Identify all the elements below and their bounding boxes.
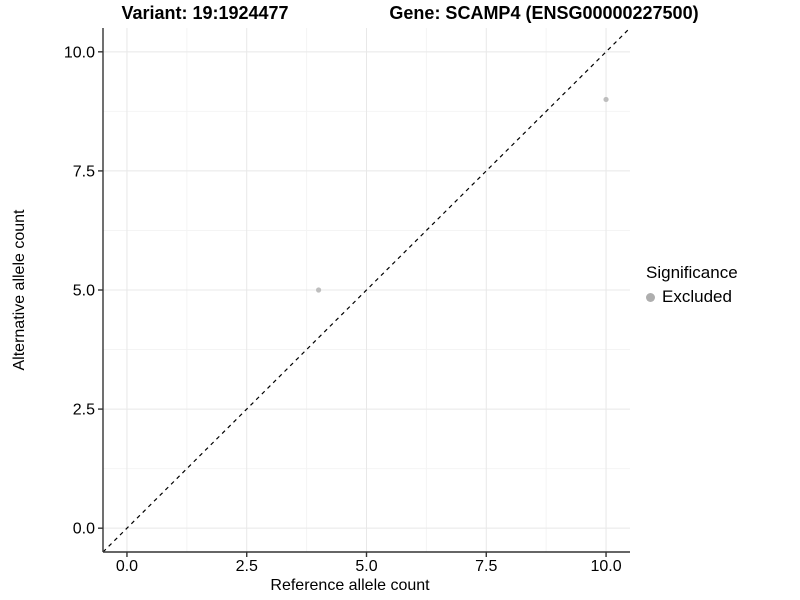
- y-tick-label: 5.0: [73, 283, 95, 300]
- x-axis-title: Reference allele count: [270, 577, 430, 594]
- x-tick-label: 10.0: [590, 558, 621, 575]
- y-tick-label: 2.5: [73, 402, 95, 419]
- legend-item-excluded: Excluded: [646, 287, 738, 307]
- data-point: [315, 287, 322, 293]
- y-tick-label: 7.5: [73, 163, 95, 180]
- y-axis-title: Alternative allele count: [11, 209, 28, 371]
- legend-title: Significance: [646, 263, 738, 282]
- legend-item-label: Excluded: [662, 287, 732, 306]
- legend-key-dot: [646, 292, 655, 302]
- variant-title: Variant: 19:1924477: [121, 3, 289, 23]
- x-tick-label: 0.0: [116, 558, 138, 575]
- y-tick-label: 0.0: [73, 521, 95, 538]
- identity-line: [102, 27, 631, 553]
- x-tick-label: 7.5: [475, 558, 497, 575]
- legend: Significance Excluded: [646, 263, 738, 307]
- data-point: [603, 96, 609, 103]
- y-tick-label: 10.0: [64, 44, 95, 61]
- gene-title: Gene: SCAMP4 (ENSG00000227500): [389, 3, 699, 23]
- x-tick-label: 2.5: [236, 558, 258, 575]
- x-tick-label: 5.0: [355, 558, 377, 575]
